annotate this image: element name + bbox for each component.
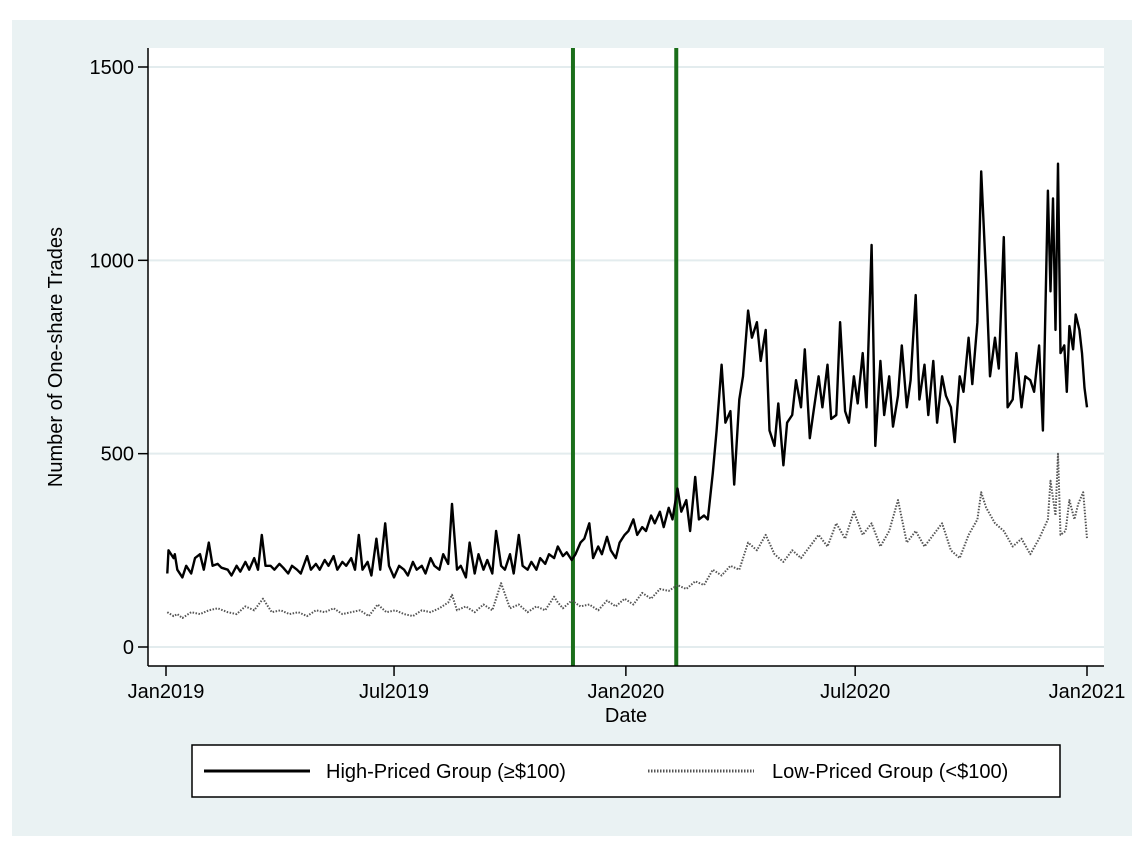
y-axis-title: Number of One-share Trades: [45, 227, 67, 487]
legend: High-Priced Group (≥$100) Low-Priced Gro…: [191, 744, 1061, 798]
y-ticks: 0 500 1000 1500: [90, 57, 148, 659]
legend-box: [191, 744, 1061, 798]
legend-label-high: High-Priced Group (≥$100): [326, 761, 566, 783]
series-line-low-priced: [166, 452, 1088, 619]
x-axis-title: Date: [605, 705, 647, 727]
gridlines: [148, 66, 1104, 648]
y-tick-label: 500: [101, 444, 134, 466]
x-tick-label: Jan2021: [1049, 681, 1126, 703]
series-group: [166, 162, 1089, 619]
x-tick-label: Jul2020: [820, 681, 890, 703]
x-tick-label: Jan2020: [587, 681, 664, 703]
x-tick-label: Jan2019: [128, 681, 205, 703]
y-tick-label: 0: [123, 637, 134, 659]
y-tick-label: 1000: [90, 250, 135, 272]
y-tick-label: 1500: [90, 57, 135, 79]
legend-label-low: Low-Priced Group (<$100): [772, 761, 1008, 783]
plot-area: [148, 48, 1104, 666]
reference-lines: [570, 48, 679, 666]
x-tick-label: Jul2019: [359, 681, 429, 703]
series-line-high-priced: [166, 162, 1089, 579]
x-ticks: Jan2019 Jul2019 Jan2020 Jul2020 Jan2021: [128, 666, 1126, 703]
